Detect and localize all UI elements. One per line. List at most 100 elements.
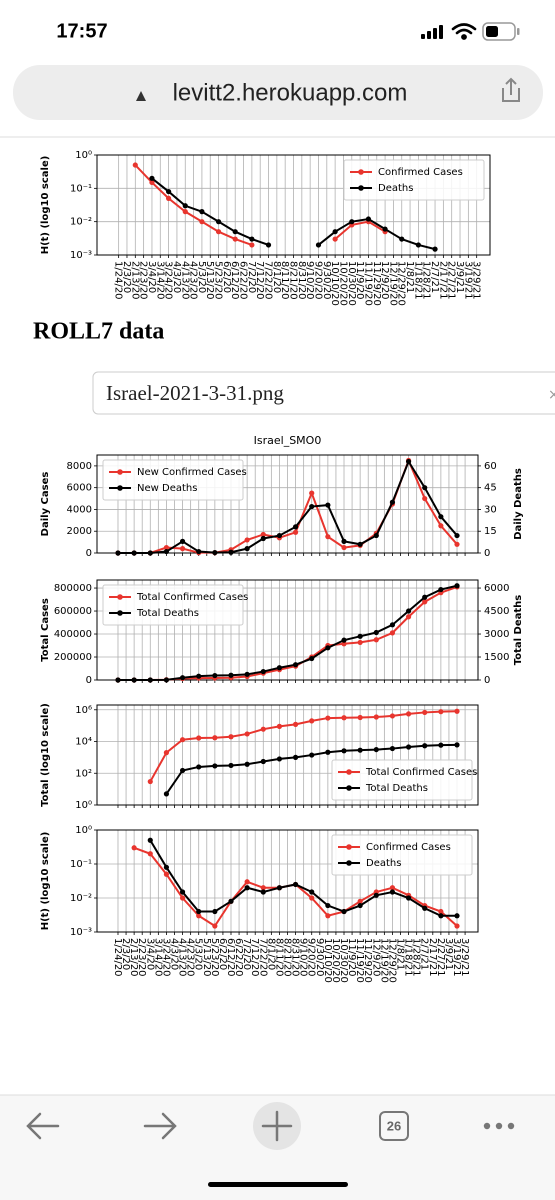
wifi-icon (451, 23, 477, 40)
x-tick-label: 6/22/20 (238, 261, 249, 300)
x-tick-label: 3/19/21 (462, 261, 473, 300)
series-line (317, 217, 436, 251)
legend-marker (358, 169, 364, 175)
y-tick-label: 400000 (54, 629, 92, 640)
x-tick-label: 5/3/20 (196, 261, 207, 293)
data-point (147, 550, 153, 556)
data-point (147, 778, 153, 785)
data-point (212, 672, 218, 679)
data-point (389, 630, 396, 636)
x-tick-label: 6/12/20 (229, 261, 240, 300)
legend-marker (346, 860, 352, 866)
y-axis-label: Total Cases (40, 598, 51, 662)
menu-button[interactable] (483, 1122, 515, 1130)
data-point (131, 677, 137, 683)
tabs-button[interactable] (379, 1111, 409, 1141)
url-bar[interactable] (13, 65, 543, 120)
series-line (149, 839, 458, 917)
data-point (341, 908, 347, 915)
data-point (166, 188, 172, 195)
data-point (341, 715, 347, 721)
chart: 10⁰ 10² 10⁴ 10⁶ Total (log10 scale) Total Con… (40, 703, 479, 811)
y2-tick-label: 4500 (484, 606, 509, 617)
x-tick-label: 4/3/20 (168, 938, 179, 970)
data-point (244, 879, 250, 885)
y-tick-label: 4000 (67, 504, 92, 515)
y-axis-label: Total (log10 scale) (40, 703, 51, 807)
legend-box (102, 584, 244, 626)
forward-button[interactable] (143, 1112, 177, 1140)
data-point (341, 637, 347, 643)
data-point (244, 761, 250, 767)
data-point (389, 889, 396, 895)
x-tick-label: 6/2/20 (217, 938, 228, 970)
legend-label: Confirmed Cases (366, 842, 451, 853)
data-point (163, 544, 170, 551)
data-point (373, 746, 379, 753)
data-point (132, 162, 138, 168)
x-tick-label: 3/24/20 (160, 938, 171, 977)
data-point (179, 889, 186, 895)
url-text: levitt2.herokuapp.com (173, 79, 408, 106)
y2-axis-label: Total Deaths (513, 595, 524, 666)
data-point (422, 905, 428, 911)
data-point (260, 758, 266, 765)
y2-axis-label: Daily Deaths (513, 468, 524, 540)
data-point (373, 629, 379, 636)
data-point (196, 908, 202, 915)
data-point (389, 713, 396, 719)
data-point (325, 902, 331, 909)
data-point (115, 550, 121, 556)
x-tick-label: 7/12/20 (249, 938, 260, 977)
data-point (249, 242, 255, 248)
data-point (212, 763, 218, 769)
file-select[interactable] (92, 371, 555, 415)
legend: Total Confirmed Cases Total Deaths (102, 584, 248, 626)
data-point (389, 745, 396, 752)
x-tick-label: 3/19/21 (451, 938, 462, 977)
x-tick-label: 7/2/20 (241, 938, 252, 970)
x-tick-label: 2/23/20 (138, 261, 149, 300)
data-point (309, 503, 315, 510)
data-point (196, 673, 202, 679)
y2-tick-label: 3000 (484, 629, 509, 640)
data-point (215, 229, 222, 235)
data-point (260, 535, 266, 542)
plot-frame (96, 154, 491, 256)
x-tick-label: 11/9/20 (354, 261, 365, 300)
clear-icon[interactable]: × (548, 387, 555, 403)
series-line (149, 710, 458, 783)
data-point (405, 895, 412, 901)
legend-label: Deaths (366, 858, 401, 869)
series-line (151, 177, 269, 246)
file-name: Israel-2021-3-31.png (106, 381, 284, 405)
y-tick-label: 10⁰ (75, 150, 92, 161)
data-point (405, 711, 412, 717)
data-point (357, 747, 363, 753)
data-point (341, 748, 347, 754)
legend-label: Total Confirmed Cases (365, 767, 477, 778)
y-tick-label: 10² (75, 768, 92, 779)
data-point (163, 864, 170, 870)
data-point (260, 885, 266, 891)
x-tick-label: 1/18/21 (403, 938, 414, 977)
x-tick-label: 11/9/20 (346, 938, 357, 977)
data-point (179, 546, 186, 552)
data-point (438, 742, 444, 748)
x-tick-label: 9/20/20 (306, 938, 317, 977)
x-tick-label: 9/10/20 (304, 261, 315, 300)
x-tick-label: 7/22/20 (263, 261, 274, 300)
series-line (334, 220, 386, 240)
data-point (232, 236, 238, 242)
data-point (422, 495, 428, 502)
data-point (454, 708, 460, 714)
back-button[interactable] (26, 1112, 60, 1140)
plot-frame (96, 579, 479, 681)
data-point (438, 586, 444, 593)
x-tick-label: 2/13/20 (129, 261, 140, 300)
x-tick-label: 2/7/21 (429, 261, 440, 293)
share-button[interactable] (502, 77, 520, 102)
x-tick-label: 10/20/20 (330, 938, 341, 983)
data-point (115, 677, 121, 683)
x-tick-label: 6/12/20 (225, 938, 236, 977)
